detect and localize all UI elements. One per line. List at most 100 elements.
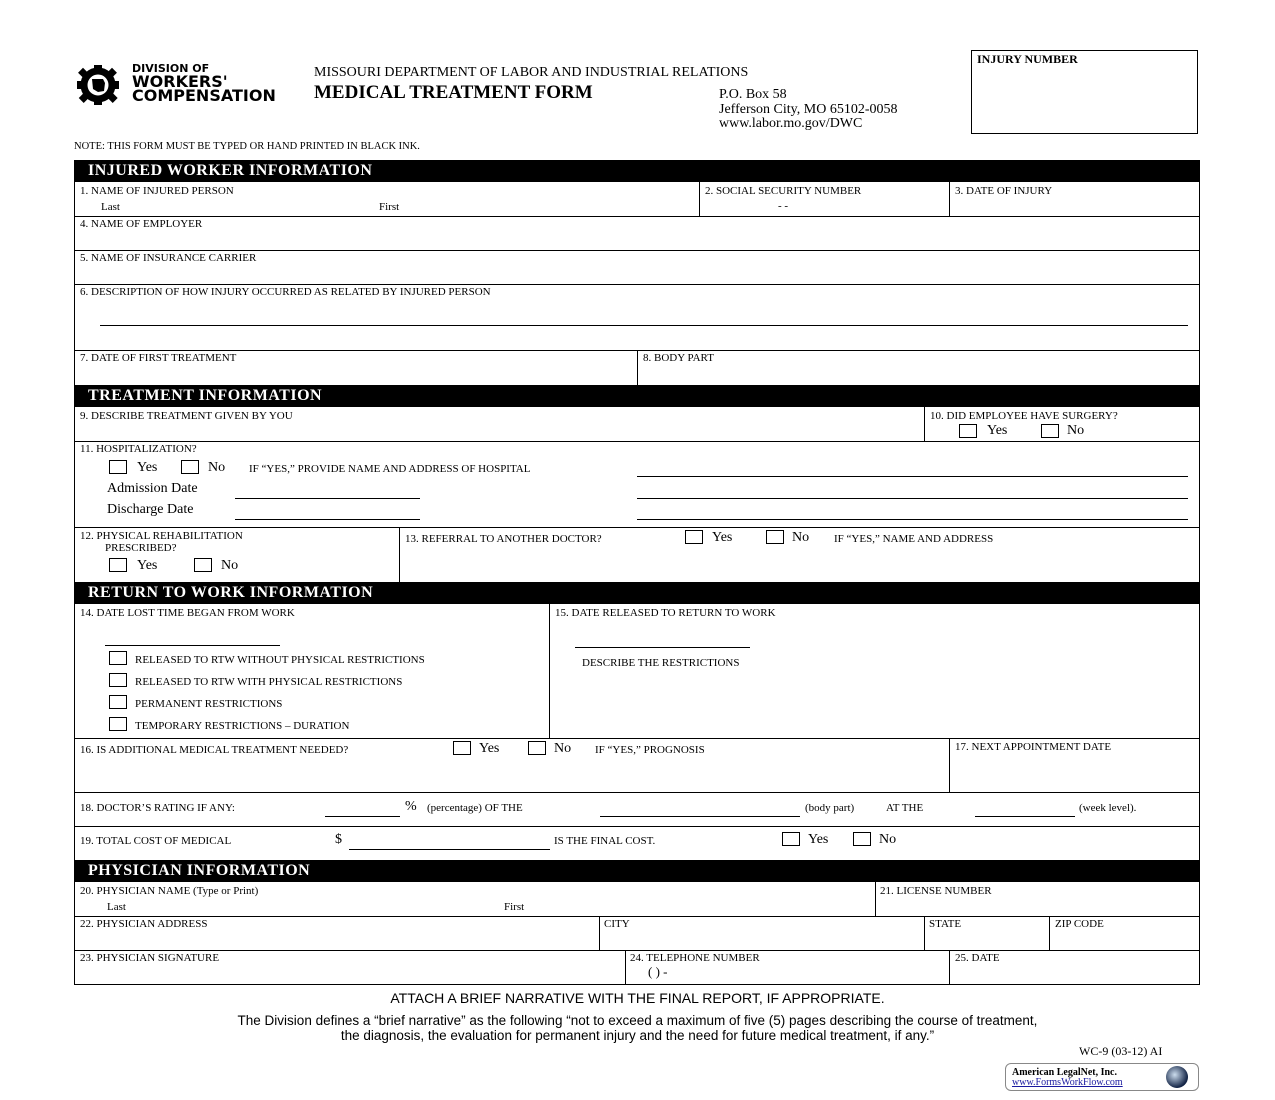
field-12-label-cont: PRESCRIBED? bbox=[105, 542, 177, 554]
injury-number-box[interactable]: INJURY NUMBER bbox=[971, 50, 1198, 134]
ink-note: NOTE: THIS FORM MUST BE TYPED OR HAND PR… bbox=[74, 141, 420, 152]
hospital-name-line[interactable] bbox=[637, 476, 1188, 477]
narrative-definition-cont: the diagnosis, the evaluation for perman… bbox=[340, 1028, 935, 1043]
no-label: No bbox=[792, 530, 810, 545]
additional-yes-checkbox[interactable] bbox=[453, 741, 471, 755]
rtw-option-checkbox[interactable] bbox=[109, 695, 127, 709]
lost-time-date-line[interactable] bbox=[105, 645, 280, 646]
field-24-label: 24. TELEPHONE NUMBER bbox=[630, 952, 760, 964]
field-12-label: 12. PHYSICAL REHABILITATION bbox=[80, 530, 243, 542]
surgery-no-checkbox[interactable] bbox=[1041, 424, 1059, 438]
week-level-line[interactable] bbox=[975, 816, 1075, 817]
describe-restrictions-label: DESCRIBE THE RESTRICTIONS bbox=[582, 657, 740, 669]
website: www.labor.mo.gov/DWC bbox=[719, 116, 863, 131]
week-level-label: (week level). bbox=[1079, 802, 1137, 814]
referral-yes-checkbox[interactable] bbox=[685, 530, 703, 544]
yes-label: Yes bbox=[808, 832, 829, 847]
section-injured-worker: INJURED WORKER INFORMATION bbox=[74, 160, 1200, 182]
total-cost-line[interactable] bbox=[349, 849, 550, 850]
injury-number-label: INJURY NUMBER bbox=[977, 52, 1078, 66]
hospital-yes-checkbox[interactable] bbox=[109, 460, 127, 474]
field-15-label: 15. DATE RELEASED TO RETURN TO WORK bbox=[555, 607, 776, 619]
field-17-label: 17. NEXT APPOINTMENT DATE bbox=[955, 741, 1112, 753]
field-19-label: 19. TOTAL COST OF MEDICAL bbox=[80, 835, 232, 847]
referral-no-checkbox[interactable] bbox=[766, 530, 784, 544]
yes-label: Yes bbox=[137, 558, 158, 573]
hospital-address-line[interactable] bbox=[637, 519, 1188, 520]
field-2-label: 2. SOCIAL SECURITY NUMBER bbox=[705, 185, 862, 197]
field-13-label: 13. REFERRAL TO ANOTHER DOCTOR? bbox=[405, 533, 602, 545]
no-label: No bbox=[554, 741, 572, 756]
field-23-label: 23. PHYSICIAN SIGNATURE bbox=[80, 952, 220, 964]
form-code: WC-9 (03-12) AI bbox=[1079, 1044, 1163, 1058]
field-10-label: 10. DID EMPLOYEE HAVE SURGERY? bbox=[930, 410, 1118, 422]
rtw-option-checkbox[interactable] bbox=[109, 717, 127, 731]
rtw-option-checkbox[interactable] bbox=[109, 651, 127, 665]
admission-date-line[interactable] bbox=[235, 498, 420, 499]
vendor-link[interactable]: www.FormsWorkFlow.com bbox=[1012, 1077, 1123, 1088]
no-label: No bbox=[221, 558, 239, 573]
field-9-label: 9. DESCRIBE TREATMENT GIVEN BY YOU bbox=[80, 410, 293, 422]
field-5-label: 5. NAME OF INSURANCE CARRIER bbox=[80, 252, 257, 264]
field-22-label: 22. PHYSICIAN ADDRESS bbox=[80, 918, 208, 930]
at-the-label: AT THE bbox=[886, 802, 924, 814]
logo-line2: WORKERS' bbox=[132, 72, 228, 91]
gear-logo-icon bbox=[77, 65, 119, 105]
rtw-option-label: RELEASED TO RTW WITHOUT PHYSICAL RESTRIC… bbox=[135, 654, 425, 666]
percent-sign: % bbox=[405, 799, 417, 814]
no-label: No bbox=[1067, 423, 1085, 438]
no-label: No bbox=[879, 832, 897, 847]
city-label: CITY bbox=[604, 918, 630, 930]
address-line: Jefferson City, MO 65102-0058 bbox=[719, 102, 898, 117]
field-1-label: 1. NAME OF INJURED PERSON bbox=[80, 185, 234, 197]
attach-narrative-note: ATTACH A BRIEF NARRATIVE WITH THE FINAL … bbox=[390, 990, 885, 1006]
rating-body-part-line[interactable] bbox=[600, 816, 800, 817]
rating-percent-line[interactable] bbox=[325, 816, 400, 817]
referral-if-yes-label: IF “YES,” NAME AND ADDRESS bbox=[834, 533, 994, 545]
rtw-option-label: TEMPORARY RESTRICTIONS – DURATION bbox=[135, 720, 350, 732]
admission-date-label: Admission Date bbox=[107, 481, 198, 496]
final-cost-no-checkbox[interactable] bbox=[853, 832, 871, 846]
field-7-label: 7. DATE OF FIRST TREATMENT bbox=[80, 352, 237, 364]
surgery-yes-checkbox[interactable] bbox=[959, 424, 977, 438]
logo-line1: DIVISION OF bbox=[132, 62, 210, 75]
field-4-label: 4. NAME OF EMPLOYER bbox=[80, 218, 203, 230]
field-11-label: 11. HOSPITALIZATION? bbox=[80, 443, 197, 455]
zip-label: ZIP CODE bbox=[1055, 918, 1104, 930]
globe-icon bbox=[1166, 1066, 1188, 1088]
vendor-badge: American LegalNet, Inc. www.FormsWorkFlo… bbox=[1005, 1063, 1199, 1091]
address-line: P.O. Box 58 bbox=[719, 87, 787, 102]
rehab-no-checkbox[interactable] bbox=[194, 558, 212, 572]
additional-no-checkbox[interactable] bbox=[528, 741, 546, 755]
dollar-sign: $ bbox=[335, 832, 342, 847]
field-14-label: 14. DATE LOST TIME BEGAN FROM WORK bbox=[80, 607, 295, 619]
ssn-separators: - - bbox=[778, 200, 789, 212]
hospital-no-checkbox[interactable] bbox=[181, 460, 199, 474]
final-cost-yes-checkbox[interactable] bbox=[782, 832, 800, 846]
section-physician: PHYSICIAN INFORMATION bbox=[74, 860, 1200, 882]
last-name-label: Last bbox=[107, 901, 126, 913]
final-cost-label: IS THE FINAL COST. bbox=[554, 835, 656, 847]
narrative-definition: The Division defines a “brief narrative”… bbox=[237, 1013, 1038, 1028]
rtw-option-label: PERMANENT RESTRICTIONS bbox=[135, 698, 283, 710]
field-8-label: 8. BODY PART bbox=[643, 352, 714, 364]
hospital-address-line[interactable] bbox=[637, 498, 1188, 499]
prognosis-label: IF “YES,” PROGNOSIS bbox=[595, 744, 705, 756]
form-title: MEDICAL TREATMENT FORM bbox=[314, 82, 593, 103]
rtw-option-checkbox[interactable] bbox=[109, 673, 127, 687]
yes-label: Yes bbox=[712, 530, 733, 545]
field-21-label: 21. LICENSE NUMBER bbox=[880, 885, 992, 897]
last-name-label: Last bbox=[101, 201, 120, 213]
field-16-label: 16. IS ADDITIONAL MEDICAL TREATMENT NEED… bbox=[80, 744, 349, 756]
description-line[interactable] bbox=[100, 325, 1188, 326]
section-treatment: TREATMENT INFORMATION bbox=[74, 385, 1200, 407]
phone-format: ( ) - bbox=[648, 964, 668, 979]
logo-line3: COMPENSATION bbox=[132, 86, 276, 105]
department-name: MISSOURI DEPARTMENT OF LABOR AND INDUSTR… bbox=[314, 65, 749, 80]
discharge-date-line[interactable] bbox=[235, 519, 420, 520]
yes-label: Yes bbox=[479, 741, 500, 756]
release-date-line[interactable] bbox=[575, 647, 750, 648]
field-25-label: 25. DATE bbox=[955, 952, 1000, 964]
yes-label: Yes bbox=[137, 460, 158, 475]
rehab-yes-checkbox[interactable] bbox=[109, 558, 127, 572]
